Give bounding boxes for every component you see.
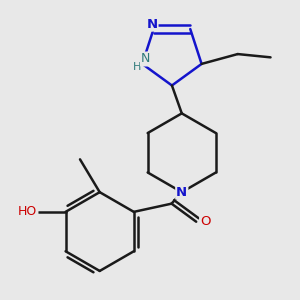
Text: O: O xyxy=(200,215,211,228)
Text: HO: HO xyxy=(18,206,38,218)
Text: H: H xyxy=(133,62,142,72)
Text: N: N xyxy=(176,186,187,199)
Text: N: N xyxy=(146,18,158,31)
Text: N: N xyxy=(141,52,150,65)
